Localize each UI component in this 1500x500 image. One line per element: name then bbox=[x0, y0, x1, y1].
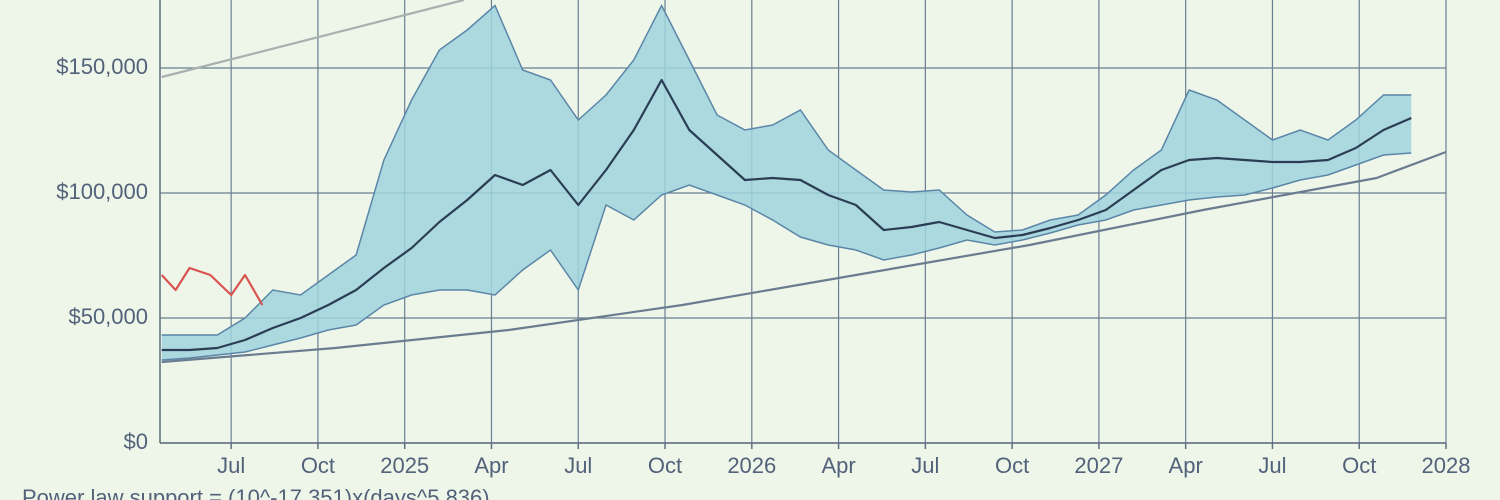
x-tick-label: Oct bbox=[301, 453, 335, 478]
band-area bbox=[161, 5, 1412, 360]
x-tick-label: Apr bbox=[1169, 453, 1203, 478]
series-line bbox=[161, 150, 1446, 364]
x-tick-label: Jul bbox=[1258, 453, 1286, 478]
x-tick-label: 2025 bbox=[380, 453, 429, 478]
x-tick-label: 2028 bbox=[1422, 453, 1471, 478]
y-tick-label: $100,000 bbox=[56, 179, 148, 204]
x-tick-label: Oct bbox=[995, 453, 1029, 478]
series-line bbox=[161, 78, 1412, 352]
y-tick-label: $0 bbox=[124, 429, 148, 454]
x-tick-label: 2026 bbox=[727, 453, 776, 478]
annotation: Power law support = (10^-17.351)x(days^5… bbox=[22, 485, 490, 500]
x-tick-label: Oct bbox=[1342, 453, 1376, 478]
x-tick-label: Jul bbox=[564, 453, 592, 478]
x-tick-label: Jul bbox=[217, 453, 245, 478]
y-tick-label: $50,000 bbox=[68, 304, 148, 329]
x-tick-label: Apr bbox=[821, 453, 855, 478]
y-tick-label: $150,000 bbox=[56, 54, 148, 79]
band-edge bbox=[161, 3, 1412, 336]
x-tick-label: Jul bbox=[911, 453, 939, 478]
series-line bbox=[161, 0, 464, 79]
x-tick-label: 2027 bbox=[1074, 453, 1123, 478]
series-line bbox=[160, 266, 264, 306]
plot-area bbox=[160, 0, 1446, 364]
axis-labels: $0 $50,000 $100,000 $150,000 Jul Oct 2025 Apr Ju… bbox=[56, 0, 1470, 478]
x-tick-label: Apr bbox=[474, 453, 508, 478]
band-edge bbox=[161, 152, 1412, 361]
x-tick-label: Oct bbox=[648, 453, 682, 478]
